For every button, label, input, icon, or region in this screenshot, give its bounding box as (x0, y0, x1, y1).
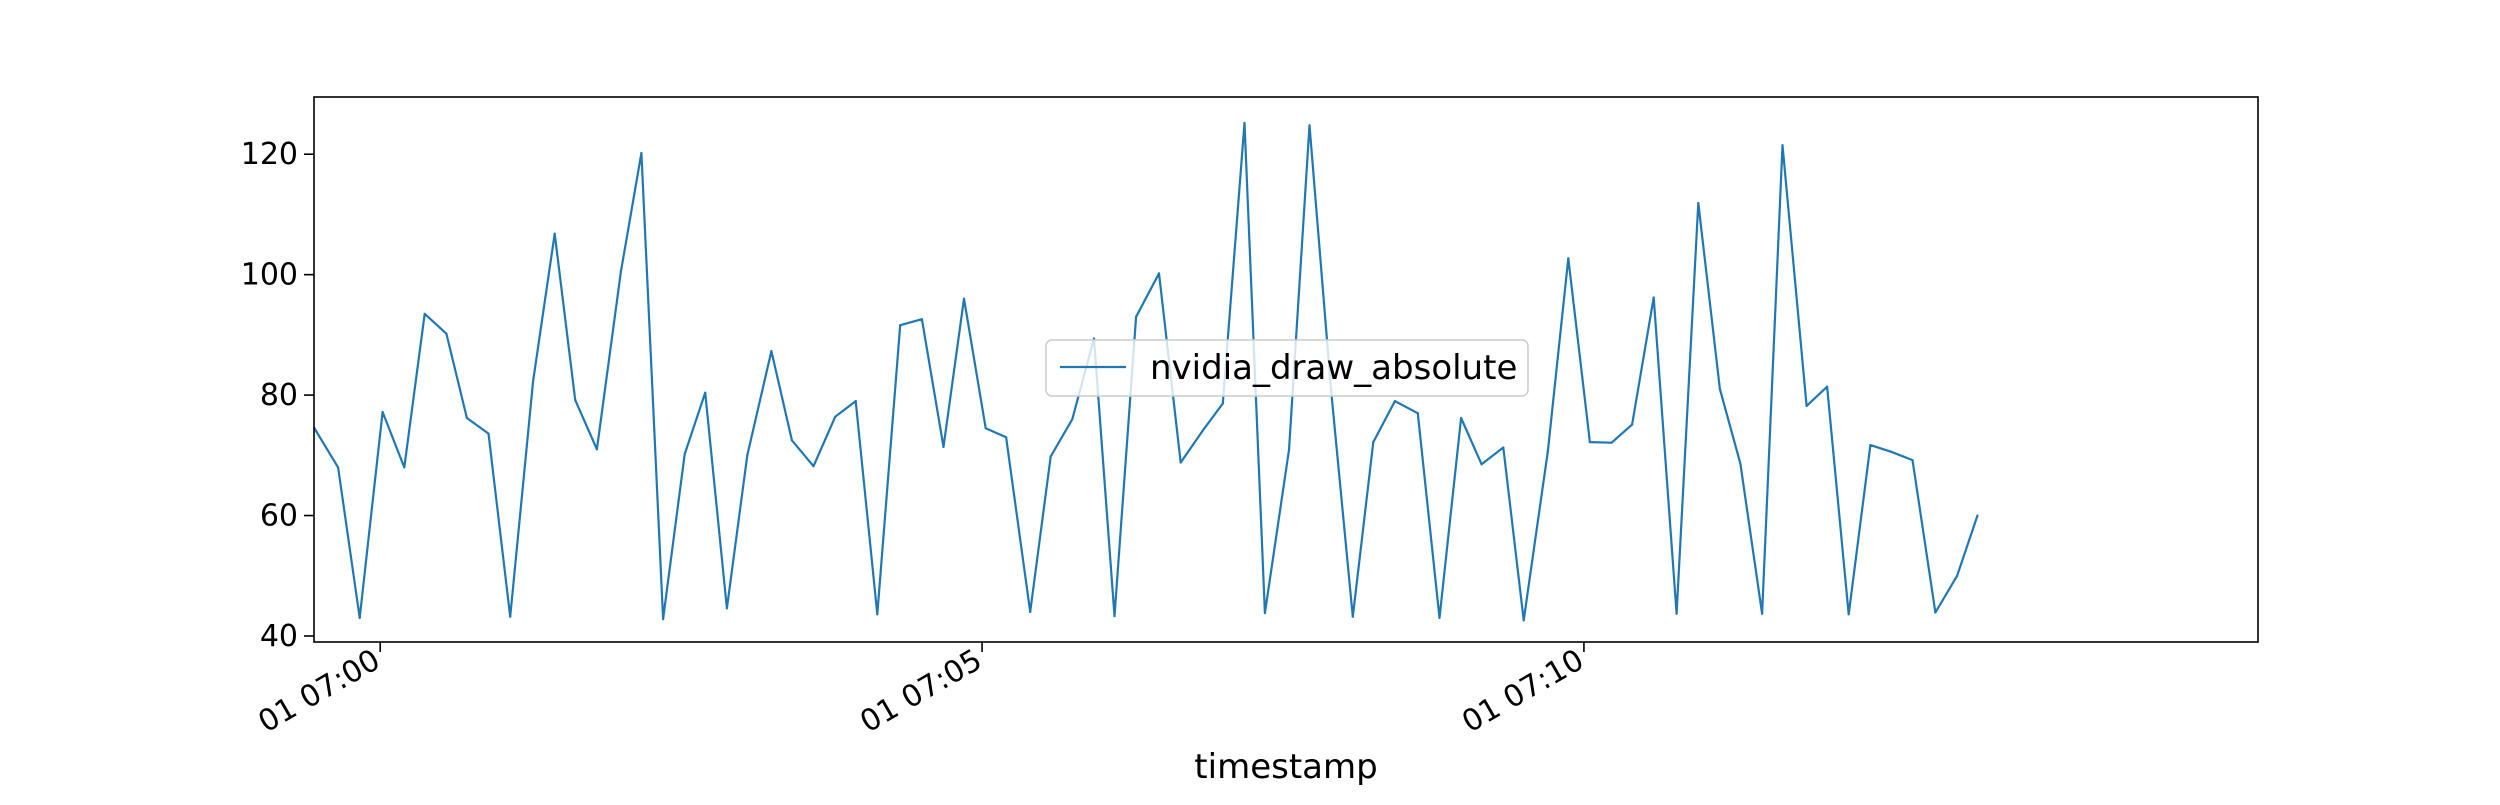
data-point (1092, 337, 1096, 340)
data-point (1287, 448, 1291, 451)
plot-frame (313, 96, 2259, 643)
data-point (1847, 613, 1850, 616)
data-point (1480, 463, 1483, 466)
series-line-nvidia-draw-absolute (314, 121, 1979, 622)
data-point (1546, 450, 1549, 453)
data-point (640, 151, 643, 155)
data-point (812, 465, 815, 468)
data-point (1049, 455, 1052, 458)
data-point (662, 618, 665, 621)
data-point (1135, 315, 1138, 318)
data-point (1697, 201, 1700, 205)
data-point (595, 448, 599, 451)
data-point (465, 416, 468, 420)
data-point (337, 466, 340, 469)
y-tick-label: 40 (260, 619, 298, 654)
data-point (1805, 404, 1808, 407)
data-point (403, 466, 406, 469)
data-point (1718, 388, 1721, 391)
data-point (1610, 441, 1613, 444)
data-point (1308, 124, 1311, 127)
data-point (1179, 461, 1182, 464)
data-point (1761, 612, 1764, 615)
data-point (1567, 257, 1570, 260)
data-point (1438, 616, 1441, 620)
y-tick-label: 80 (260, 378, 298, 413)
data-point (358, 616, 361, 620)
data-point (1221, 402, 1224, 405)
data-point (854, 400, 857, 403)
data-point (725, 607, 729, 610)
series-group (314, 121, 1979, 622)
data-point (619, 270, 623, 273)
data-point (1869, 444, 1872, 447)
data-point (984, 427, 987, 430)
data-point (1113, 615, 1116, 618)
data-point (509, 615, 512, 618)
data-point (1739, 462, 1742, 465)
data-point (1005, 436, 1008, 439)
data-point (834, 415, 837, 418)
data-point (746, 454, 749, 457)
data-point (704, 391, 707, 394)
data-point (1351, 615, 1354, 618)
data-point (445, 332, 448, 335)
data-point (920, 318, 924, 321)
data-point (1781, 144, 1784, 147)
data-point (790, 439, 794, 442)
data-point (423, 312, 426, 315)
data-point (1652, 296, 1655, 299)
legend: nvidia_draw_absolute (1045, 339, 1529, 397)
data-point (1263, 612, 1266, 615)
data-point (683, 453, 686, 456)
data-point (1243, 121, 1246, 124)
data-point (574, 398, 577, 401)
legend-frame (1045, 339, 1529, 397)
data-point (942, 445, 945, 448)
data-point (1522, 619, 1525, 622)
y-tick-label: 120 (241, 137, 298, 172)
data-point (962, 297, 966, 300)
data-point (1826, 385, 1829, 388)
plot-area (314, 121, 1979, 622)
legend-label-nvidia-draw-absolute: nvidia_draw_absolute (1150, 348, 1517, 388)
data-point (1976, 514, 1979, 517)
data-point (1502, 446, 1505, 449)
data-point (1934, 611, 1937, 614)
data-point (1393, 400, 1396, 403)
data-point (532, 380, 535, 383)
y-tick-label: 100 (241, 258, 298, 293)
data-point (1416, 412, 1419, 415)
data-point (1956, 574, 1959, 577)
data-point (1372, 441, 1375, 444)
data-point (553, 232, 556, 235)
data-point (487, 432, 490, 435)
data-point (381, 410, 384, 414)
data-point (1071, 418, 1074, 421)
y-tick-label: 60 (260, 499, 298, 534)
data-point (876, 613, 879, 616)
data-point (1631, 423, 1634, 426)
data-point (1460, 416, 1463, 420)
data-point (899, 324, 902, 327)
data-point (1157, 272, 1161, 275)
data-point (1889, 450, 1892, 453)
data-point (1911, 459, 1914, 462)
data-point (1029, 610, 1032, 614)
data-point (1201, 430, 1204, 433)
data-point (770, 350, 773, 353)
data-point (1675, 612, 1678, 615)
data-point (1588, 441, 1591, 444)
x-axis-label: timestamp (1194, 747, 1377, 787)
